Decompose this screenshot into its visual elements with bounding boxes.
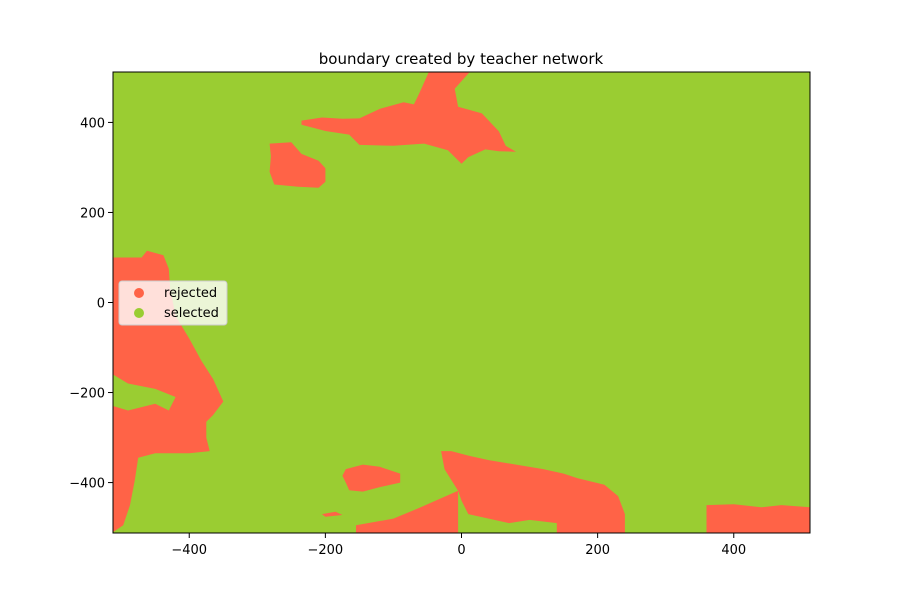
rejected-region-6 [322, 511, 343, 517]
y-tick-label: −200 [69, 387, 105, 402]
legend-box [118, 280, 228, 326]
legend-label-rejected: rejected [164, 286, 217, 301]
y-tick-label: −400 [69, 477, 105, 492]
legend-marker-rejected [134, 288, 144, 298]
rejected-region-5 [441, 451, 810, 533]
x-tick-label: 400 [721, 543, 746, 558]
x-tick-label: −200 [308, 543, 344, 558]
rejected-region-0 [301, 72, 516, 164]
y-tick-label: 400 [80, 116, 105, 131]
legend: rejected selected [118, 280, 228, 326]
y-tick-label: 200 [80, 206, 105, 221]
legend-marker-selected [134, 308, 144, 318]
rejected-region-3 [342, 464, 401, 492]
x-tick-label: 200 [585, 543, 610, 558]
chart-title: boundary created by teacher network [319, 50, 604, 68]
rejected-region-1 [269, 142, 326, 188]
x-tick-label: 0 [457, 543, 465, 558]
x-tick-label: −400 [171, 543, 207, 558]
x-axis: −400 −200 0 200 400 [171, 533, 746, 558]
legend-label-selected: selected [164, 306, 219, 321]
y-axis: 400 200 0 −200 −400 [69, 116, 113, 492]
rejected-region-4 [356, 490, 459, 533]
y-tick-label: 0 [97, 297, 105, 312]
